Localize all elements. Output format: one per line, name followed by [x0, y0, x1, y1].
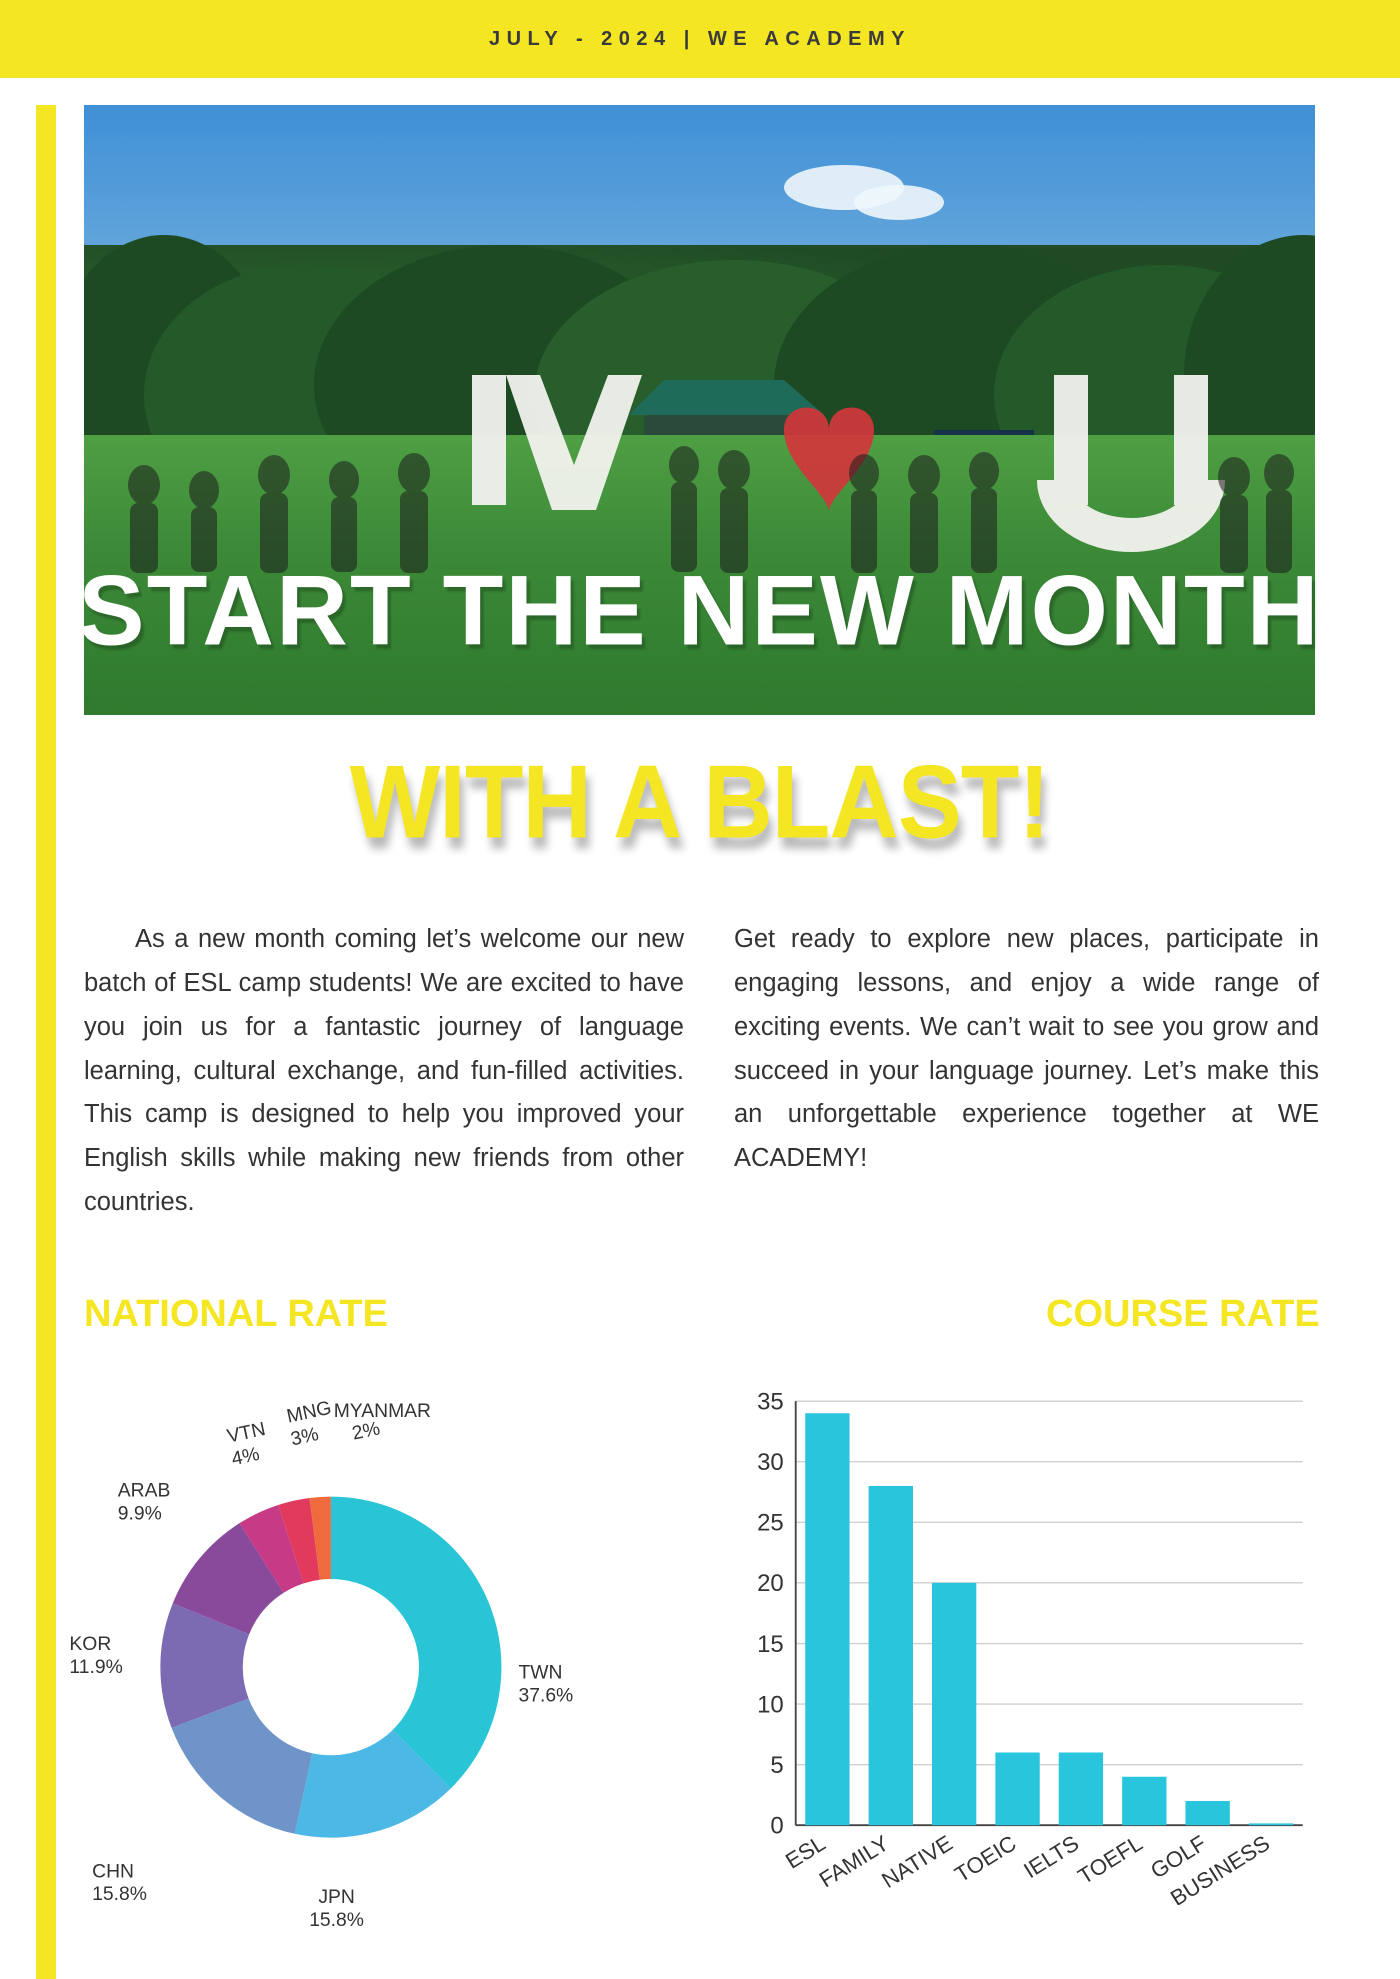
- svg-text:CHN: CHN: [92, 1861, 134, 1882]
- svg-text:37.6%: 37.6%: [518, 1685, 573, 1706]
- svg-text:25: 25: [757, 1510, 784, 1537]
- svg-text:IELTS: IELTS: [1019, 1830, 1083, 1883]
- svg-text:JPN: JPN: [318, 1887, 355, 1908]
- svg-text:15.8%: 15.8%: [309, 1910, 364, 1931]
- svg-text:MNG: MNG: [285, 1400, 333, 1428]
- svg-text:MYANMAR: MYANMAR: [334, 1401, 431, 1422]
- svg-text:35: 35: [757, 1388, 784, 1415]
- svg-text:3%: 3%: [289, 1424, 321, 1450]
- svg-text:10: 10: [757, 1691, 784, 1718]
- svg-text:ARAB: ARAB: [118, 1481, 171, 1502]
- svg-text:30: 30: [757, 1449, 784, 1476]
- svg-text:2%: 2%: [350, 1418, 382, 1444]
- svg-text:FAMILY: FAMILY: [815, 1830, 894, 1892]
- svg-text:TOEFL: TOEFL: [1073, 1830, 1146, 1889]
- svg-text:15.8%: 15.8%: [92, 1884, 147, 1905]
- svg-text:4%: 4%: [230, 1444, 262, 1470]
- svg-text:VTN: VTN: [225, 1419, 267, 1448]
- svg-text:15: 15: [757, 1631, 784, 1658]
- svg-text:KOR: KOR: [69, 1634, 111, 1655]
- svg-text:NATIVE: NATIVE: [877, 1830, 957, 1893]
- svg-text:9.9%: 9.9%: [118, 1503, 162, 1524]
- svg-text:TOEIC: TOEIC: [950, 1830, 1020, 1887]
- svg-text:TWN: TWN: [518, 1663, 562, 1684]
- svg-text:0: 0: [770, 1813, 783, 1840]
- svg-text:20: 20: [757, 1570, 784, 1597]
- svg-text:11.9%: 11.9%: [69, 1657, 122, 1678]
- svg-text:5: 5: [770, 1752, 783, 1779]
